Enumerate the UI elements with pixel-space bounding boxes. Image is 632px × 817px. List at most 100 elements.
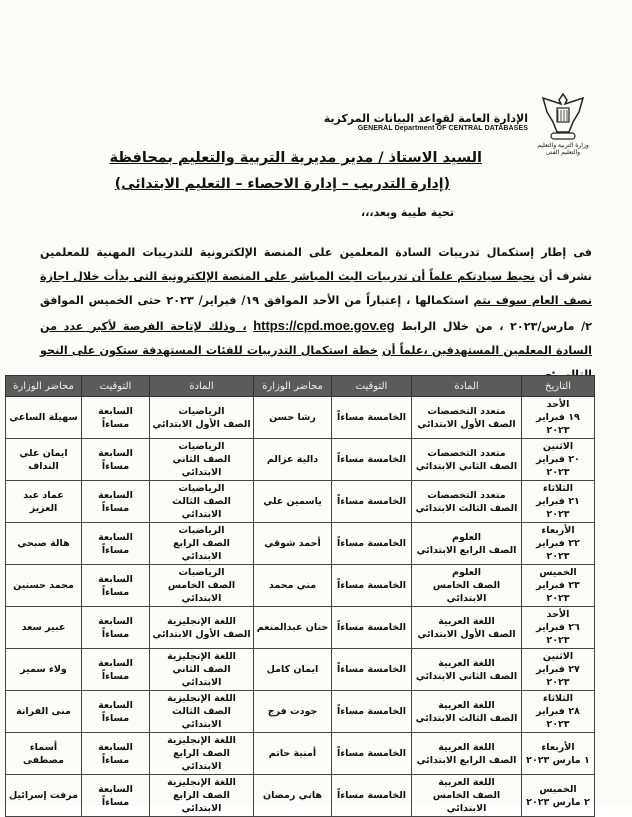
lecturer-text: حنان عبدالمنعم: [256, 622, 329, 633]
time-text: السابعة مساءاً: [98, 699, 133, 724]
time-text: السابعة مساءاً: [98, 531, 133, 556]
lecturer-text: رشا حسن: [269, 412, 316, 423]
subject-cell: اللغة العربية الصف الثاني الابتدائي: [411, 648, 522, 691]
table-header-row: التاريخ المادة التوقيت محاضر الوزارة الم…: [5, 375, 595, 397]
lecturer-cell: هالة صبحي: [5, 522, 82, 565]
lecturer-cell: جودت فرج: [253, 690, 332, 733]
time-cell: السابعة مساءاً: [81, 774, 150, 817]
subject-cell: العلوم الصف الخامس الابتدائي: [411, 564, 522, 607]
table-row: الثلاثاء ٢١ فبراير ٢٠٢٣ متعدد التخصصات الصف…: [5, 480, 595, 523]
body-paragraph: فى إطار إستكمال تدريبات السادة المعلمين …: [40, 241, 592, 387]
time-text: الخامسة مساءاً: [336, 496, 407, 507]
subject-text: الصف الثاني الابتدائي: [415, 670, 518, 682]
subject-cell: اللغة الإنجليزية الصف الرابع الابتدائي: [149, 732, 254, 775]
lecturer-text: هاني رمضان: [262, 790, 323, 801]
greeting: تحية طيبة وبعد،،،: [361, 206, 454, 219]
time-cell: الخامسة مساءاً: [331, 438, 412, 481]
lecturer-text: محمد حسنين: [13, 580, 74, 591]
time-cell: السابعة مساءاً: [81, 522, 150, 565]
table-row: الاثنين ٢٠ فبراير ٢٠٢٣ متعدد التخصصات الصف …: [5, 438, 595, 481]
date-text: الاثنين: [542, 651, 574, 662]
time-cell: السابعة مساءاً: [81, 396, 150, 439]
lecturer-text: عماد عبد العزيز: [23, 489, 64, 514]
lecturer-cell: ولاء سمير: [5, 648, 82, 691]
date-text: ٢١ فبراير ٢٠٢٣: [536, 496, 580, 520]
addressee-line-2: (إدارة التدريب – إدارة الاحصاء – التعليم…: [114, 176, 450, 192]
time-cell: الخامسة مساءاً: [331, 774, 412, 817]
date-text: ٢ مارس ٢٠٢٣: [526, 796, 590, 808]
subject-cell: الرياضيات الصف الخامس الابتدائي: [149, 564, 254, 607]
subject-text: اللغة الإنجليزية: [167, 615, 236, 627]
platform-link[interactable]: https://cpd.moe.gov.eg: [253, 317, 395, 333]
subject-cell: اللغة العربية الصف الثالث الابتدائي: [411, 690, 522, 733]
subject-text: اللغة العربية: [438, 657, 495, 669]
header-subject: المادة: [411, 375, 522, 397]
date-cell: الثلاثاء ٢١ فبراير ٢٠٢٣: [521, 480, 595, 523]
subject-text: الصف الثالث الابتدائي: [415, 502, 518, 514]
table-row: الاثنين ٢٧ فبراير ٢٠٢٣ اللغة العربية الصف ا…: [5, 648, 595, 691]
lecturer-cell: أحمد شوقي: [253, 522, 332, 565]
subject-cell: متعدد التخصصات الصف الثالث الابتدائي: [411, 480, 522, 523]
subject-text: الرياضيات: [178, 483, 225, 494]
body-line: فى إطار إستكمال تدريبات السادة المعلمين …: [40, 246, 592, 284]
date-text: ١ مارس ٢٠٢٣: [526, 754, 590, 766]
time-cell: الخامسة مساءاً: [331, 648, 412, 691]
body-line: استكمالها ، إعتباراً من الأحد الموافق ١٩…: [40, 294, 592, 333]
time-text: السابعة مساءاً: [98, 741, 133, 766]
table-row: الخميس ٢٣ فبراير ٢٠٢٣ العلوم الصف الخامس ال…: [5, 564, 595, 607]
time-text: السابعة مساءاً: [98, 657, 133, 682]
date-text: الأحد: [546, 609, 570, 620]
subject-text: الصف الثاني الابتدائي: [415, 460, 518, 472]
subject-text: اللغة العربية: [438, 741, 495, 753]
subject-cell: متعدد التخصصات الصف الثاني الابتدائي: [411, 438, 522, 481]
date-text: الاثنين: [542, 441, 574, 452]
time-cell: الخامسة مساءاً: [331, 606, 412, 649]
time-text: الخامسة مساءاً: [336, 664, 407, 675]
time-text: الخامسة مساءاً: [336, 622, 407, 633]
letterhead-org-ar: الإدارة العامة لقواعد البيانات المركزية: [323, 112, 528, 125]
time-cell: السابعة مساءاً: [81, 648, 150, 691]
subject-text: اللغة العربية: [438, 777, 495, 788]
date-cell: الأربعاء ٢٢ فبراير ٢٠٢٣: [521, 522, 595, 565]
subject-text: الصف الرابع الابتدائي: [173, 538, 230, 562]
header-subject: المادة: [149, 375, 254, 397]
time-text: الخامسة مساءاً: [336, 748, 407, 759]
eagle-icon: [541, 92, 585, 140]
subject-text: الصف الرابع الابتدائي: [416, 754, 517, 766]
date-text: الأربعاء: [541, 741, 575, 753]
subject-text: العلوم: [452, 567, 481, 578]
subject-text: الصف الثاني الابتدائي: [172, 664, 231, 688]
date-text: ١٩ فبراير ٢٠٢٣: [536, 412, 580, 436]
date-cell: الأحد ٢٦ فبراير ٢٠٢٣: [521, 606, 595, 649]
date-cell: الاثنين ٢٠ فبراير ٢٠٢٣: [521, 438, 595, 481]
subject-text: الصف الأول الابتدائي: [152, 628, 251, 640]
lecturer-text: ايمان كامل: [266, 664, 319, 675]
date-text: الخميس: [539, 567, 577, 578]
lecturer-text: دالية عزالم: [266, 454, 319, 465]
subject-text: الصف الثالث الابتدائي: [172, 496, 231, 520]
subject-text: الصف الثالث الابتدائي: [172, 706, 231, 730]
lecturer-text: ايمان علي النداف: [19, 447, 68, 472]
subject-cell: اللغة الإنجليزية الصف الثاني الابتدائي: [149, 648, 254, 691]
letterhead-org-en: GENERAL Department OF CENTRAL DATABASES: [357, 125, 528, 132]
subject-cell: اللغة الإنجليزية الصف الثالث الابتدائي: [149, 690, 254, 733]
lecturer-cell: سهيلة الساعي: [5, 396, 82, 439]
lecturer-text: ولاء سمير: [20, 664, 67, 675]
time-cell: الخامسة مساءاً: [331, 732, 412, 775]
date-cell: الاثنين ٢٧ فبراير ٢٠٢٣: [521, 648, 595, 691]
table-row: الخميس ٢ مارس ٢٠٢٣ اللغة العربية الصف الخام…: [5, 774, 595, 817]
emblem-caption: وزارة التربية والتعليم والتعليم الفنى: [537, 142, 589, 156]
lecturer-cell: مرفت إسرائيل: [5, 774, 82, 817]
table-row: الأحد ٢٦ فبراير ٢٠٢٣ اللغة العربية الصف الأ…: [5, 606, 595, 649]
date-cell: الخميس ٢ مارس ٢٠٢٣: [521, 774, 595, 817]
lecturer-text: سهيلة الساعي: [9, 412, 78, 423]
time-text: السابعة مساءاً: [98, 783, 133, 808]
egypt-eagle-emblem: وزارة التربية والتعليم والتعليم الفنى: [528, 92, 598, 164]
time-text: السابعة مساءاً: [98, 489, 133, 514]
subject-text: الصف الخامس الابتدائي: [167, 580, 236, 604]
lecturer-text: أحمد شوقي: [264, 538, 321, 549]
subject-cell: اللغة العربية الصف الخامس الابتدائي: [411, 774, 522, 817]
subject-text: اللغة الإنجليزية: [167, 651, 236, 662]
time-cell: السابعة مساءاً: [81, 564, 150, 607]
